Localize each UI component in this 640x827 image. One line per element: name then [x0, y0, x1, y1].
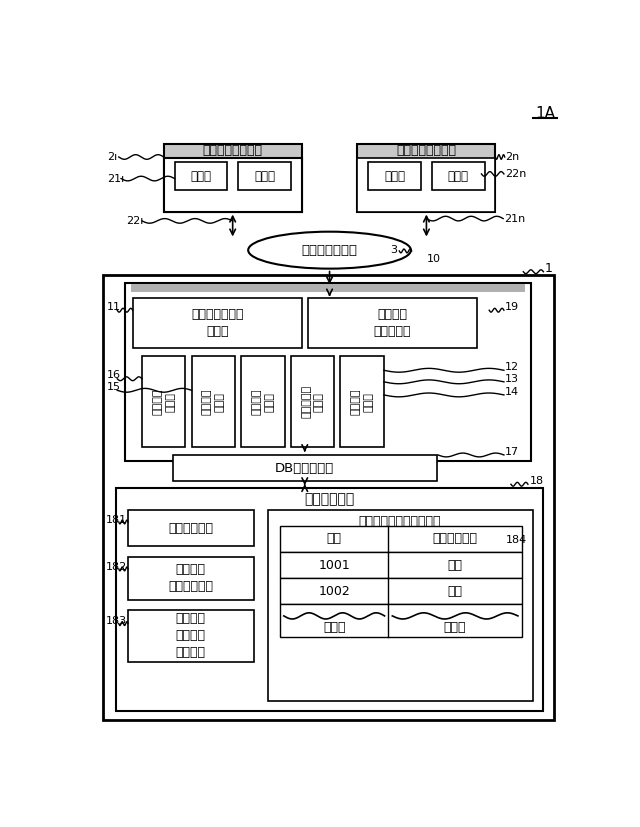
Text: 表示部: 表示部: [448, 170, 468, 183]
Text: 使用／未使用: 使用／未使用: [433, 533, 477, 546]
Text: 注文情報
生成部: 注文情報 生成部: [152, 389, 175, 415]
Bar: [131, 284, 525, 292]
Text: 3: 3: [390, 245, 397, 256]
Bar: [132, 298, 301, 348]
Text: ・・・: ・・・: [444, 621, 467, 634]
Bar: [280, 552, 522, 578]
Bar: [308, 298, 477, 348]
Text: 181: 181: [106, 514, 127, 524]
Text: 12: 12: [505, 362, 519, 372]
Bar: [173, 455, 436, 481]
Text: 1002: 1002: [318, 585, 350, 598]
Bar: [128, 557, 253, 600]
Text: 顧客口座
情報テーブル: 顧客口座 情報テーブル: [168, 563, 213, 593]
Text: インターネット: インターネット: [301, 244, 358, 256]
Bar: [280, 526, 522, 552]
Text: 2ı: 2ı: [107, 152, 117, 162]
Text: 口座情報
生成部: 口座情報 生成部: [202, 389, 225, 415]
Text: 番号: 番号: [326, 533, 342, 546]
Text: 操作部: 操作部: [191, 170, 211, 183]
Text: 13: 13: [505, 374, 518, 384]
Bar: [368, 162, 421, 190]
Bar: [358, 144, 495, 212]
Text: 22n: 22n: [505, 169, 526, 179]
Text: 21n: 21n: [504, 213, 525, 223]
Text: 11: 11: [107, 302, 121, 312]
Text: 183: 183: [106, 616, 127, 626]
Bar: [164, 144, 301, 212]
Text: 通貨ペア
注文条件
テーブル: 通貨ペア 注文条件 テーブル: [176, 613, 206, 659]
Bar: [238, 162, 291, 190]
Text: 16: 16: [107, 370, 121, 380]
Text: 15: 15: [107, 382, 121, 392]
Text: データベース: データベース: [305, 493, 355, 507]
Text: 10: 10: [428, 255, 441, 265]
Text: 22ı: 22ı: [127, 216, 144, 226]
Text: 1: 1: [545, 262, 553, 275]
Ellipse shape: [248, 232, 411, 269]
Bar: [358, 158, 495, 212]
Bar: [291, 356, 334, 447]
Text: 21ı: 21ı: [107, 174, 124, 184]
Text: 注文入力
受付部: 注文入力 受付部: [351, 389, 374, 415]
Text: 14: 14: [505, 387, 519, 397]
Text: 約定情報
生成部: 約定情報 生成部: [252, 389, 275, 415]
Bar: [241, 356, 285, 447]
Text: 使用: 使用: [447, 558, 463, 571]
Bar: [103, 275, 554, 719]
Bar: [280, 578, 522, 605]
Text: 入出金情報
生成部: 入出金情報 生成部: [301, 385, 324, 418]
Text: 価格情報
受信管理部: 価格情報 受信管理部: [374, 308, 411, 337]
Text: 使用: 使用: [447, 585, 463, 598]
Text: 1A: 1A: [535, 106, 555, 121]
Text: 表示部: 表示部: [254, 170, 275, 183]
Text: DB接続基底部: DB接続基底部: [275, 461, 334, 475]
Text: 操作部: 操作部: [384, 170, 405, 183]
Bar: [432, 162, 484, 190]
Bar: [142, 356, 186, 447]
Bar: [175, 162, 227, 190]
Bar: [128, 510, 253, 546]
Bar: [268, 510, 532, 701]
Text: 19: 19: [505, 302, 519, 312]
Bar: [128, 609, 253, 662]
Bar: [191, 356, 235, 447]
Text: 17: 17: [505, 447, 519, 457]
Text: 182: 182: [106, 562, 127, 571]
Text: 2n: 2n: [505, 152, 519, 162]
Bar: [125, 283, 531, 461]
Text: 注文テーブル: 注文テーブル: [168, 522, 213, 534]
Text: クライアント端末: クライアント端末: [203, 145, 262, 157]
Bar: [280, 605, 522, 637]
Text: ・・・: ・・・: [323, 621, 346, 634]
Text: 1001: 1001: [318, 558, 350, 571]
Text: シーケンス番号テーブル: シーケンス番号テーブル: [359, 514, 442, 528]
Text: 18: 18: [529, 476, 543, 486]
Text: 184: 184: [506, 535, 527, 545]
Bar: [164, 158, 301, 212]
Bar: [340, 356, 384, 447]
Text: クライアント端末: クライアント端末: [396, 145, 456, 157]
Text: フロントページ
配信部: フロントページ 配信部: [191, 308, 243, 337]
Bar: [116, 488, 543, 711]
